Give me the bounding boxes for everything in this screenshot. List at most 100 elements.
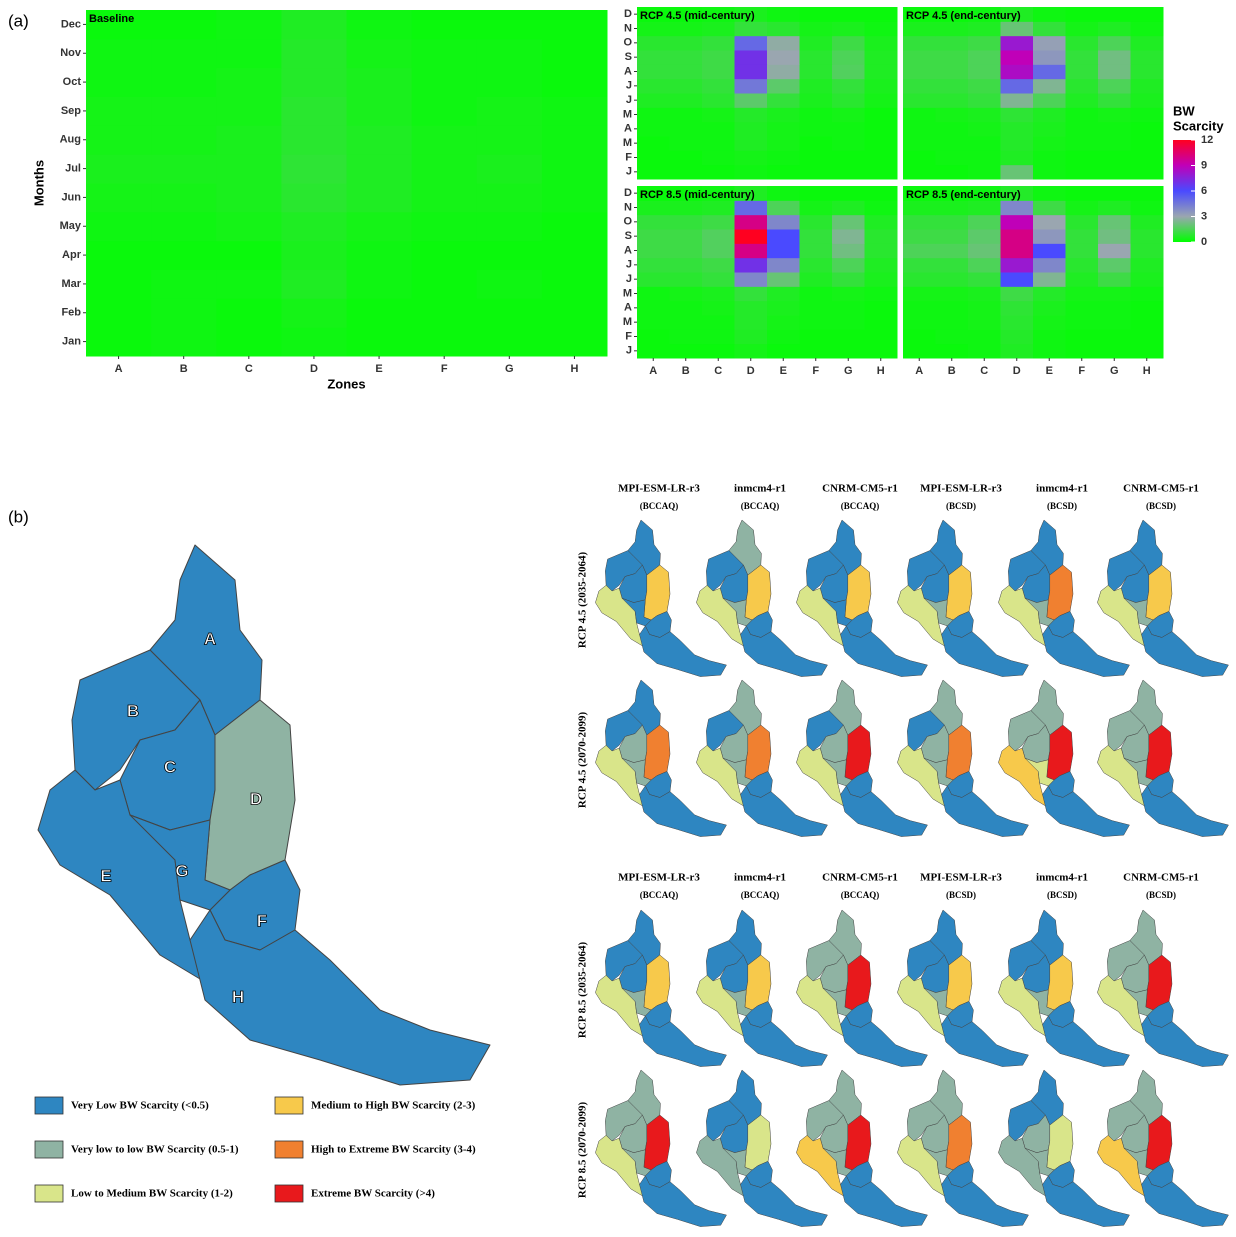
heat-cell	[832, 200, 865, 215]
heat-cell	[1098, 64, 1131, 79]
heat-cell	[670, 258, 703, 273]
heat-cell	[735, 79, 768, 94]
heat-cell	[216, 154, 282, 183]
y-tick-label: A	[624, 65, 632, 77]
colorbar-tick-label: 3	[1201, 210, 1207, 222]
heat-cell	[477, 241, 543, 270]
heat-cell	[1066, 329, 1099, 344]
heat-cell	[1131, 93, 1164, 108]
heat-cell	[735, 229, 768, 244]
heat-cell	[151, 183, 217, 212]
heat-cell	[477, 298, 543, 327]
heat-cell	[832, 7, 865, 22]
heat-cell	[702, 21, 735, 36]
heat-cell	[903, 315, 936, 330]
x-tick-label: A	[915, 365, 923, 377]
heat-cell	[767, 50, 800, 65]
heat-cell	[903, 200, 936, 215]
heat-cell	[670, 215, 703, 230]
heat-cell	[216, 298, 282, 327]
heat-cell	[767, 122, 800, 137]
heat-cell	[1098, 344, 1131, 359]
model-name: MPI-ESM-LR-r3	[618, 483, 700, 495]
heat-cell	[1033, 93, 1066, 108]
model-name: inmcm4-r1	[1036, 483, 1088, 495]
heat-cell	[1131, 315, 1164, 330]
downscaling-method: (BCSD)	[946, 501, 976, 511]
heat-cell	[1033, 165, 1066, 180]
heat-cell	[903, 93, 936, 108]
downscaling-method: (BCSD)	[946, 890, 976, 900]
heat-cell	[1001, 329, 1034, 344]
heat-cell	[1066, 344, 1099, 359]
heat-cell	[865, 344, 898, 359]
y-tick-label: M	[623, 287, 632, 299]
heat-cell	[1131, 150, 1164, 165]
heat-cell	[1098, 272, 1131, 287]
heat-cell	[735, 258, 768, 273]
heat-cell	[1066, 107, 1099, 122]
heat-cell	[670, 272, 703, 287]
heat-cell	[702, 286, 735, 301]
heat-cell	[542, 183, 608, 212]
heat-cell	[216, 183, 282, 212]
heat-cell	[670, 150, 703, 165]
heat-cell	[670, 286, 703, 301]
heat-cell	[968, 344, 1001, 359]
heat-cell	[865, 301, 898, 316]
heat-cell	[865, 272, 898, 287]
heat-cell	[767, 272, 800, 287]
heat-cell	[968, 301, 1001, 316]
heat-cell	[86, 241, 152, 270]
heat-cell	[1131, 200, 1164, 215]
heat-cell	[767, 79, 800, 94]
heat-cell	[637, 122, 670, 137]
heat-cell	[903, 301, 936, 316]
heat-cell	[1033, 243, 1066, 258]
heat-cell	[767, 229, 800, 244]
heat-cell	[542, 241, 608, 270]
heat-cell	[1098, 150, 1131, 165]
y-tick-label: M	[623, 137, 632, 149]
heat-cell	[1098, 21, 1131, 36]
heat-cell	[735, 215, 768, 230]
heat-cell	[1098, 215, 1131, 230]
heat-cell	[832, 79, 865, 94]
heat-cell	[968, 215, 1001, 230]
heat-cell	[1066, 200, 1099, 215]
heat-cell	[151, 270, 217, 299]
heat-cell	[281, 125, 347, 154]
y-tick-label: A	[624, 302, 632, 314]
heat-cell	[670, 64, 703, 79]
heat-cell	[968, 136, 1001, 151]
heat-cell	[865, 21, 898, 36]
heat-cell	[702, 79, 735, 94]
heat-cell	[735, 315, 768, 330]
heat-cell	[637, 36, 670, 51]
heat-cell	[767, 329, 800, 344]
heat-cell	[865, 64, 898, 79]
x-tick-label: E	[780, 365, 787, 377]
x-tick-label: G	[844, 365, 853, 377]
heat-cell	[865, 243, 898, 258]
basin-map	[38, 545, 490, 1085]
heat-cell	[542, 298, 608, 327]
heat-cell	[968, 93, 1001, 108]
heat-cell	[865, 258, 898, 273]
zone-label: G	[175, 861, 188, 880]
heat-cell	[412, 183, 478, 212]
heat-cell	[1033, 79, 1066, 94]
heat-cell	[832, 21, 865, 36]
heat-cell	[1001, 136, 1034, 151]
heat-cell	[637, 21, 670, 36]
heat-cell	[865, 215, 898, 230]
heat-cell	[86, 68, 152, 97]
heat-cell	[1066, 165, 1099, 180]
heat-cell	[903, 229, 936, 244]
heat-cell	[1131, 272, 1164, 287]
heat-cell	[702, 272, 735, 287]
heat-cell	[903, 286, 936, 301]
heat-cell	[702, 229, 735, 244]
legend-label: Extreme BW Scarcity (>4)	[311, 1188, 435, 1200]
heat-cell	[800, 107, 833, 122]
